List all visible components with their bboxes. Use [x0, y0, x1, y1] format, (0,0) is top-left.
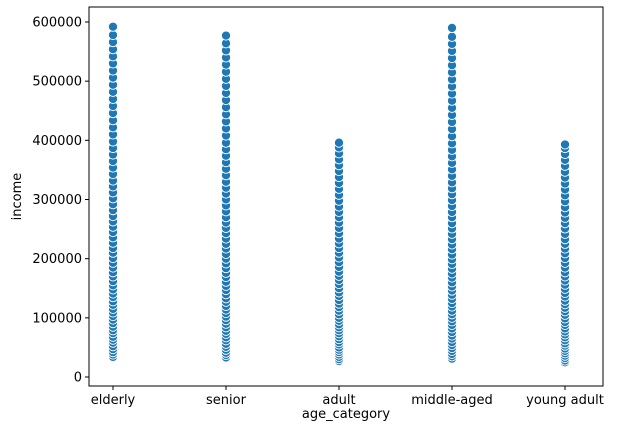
x-axis-label: age_category — [302, 407, 390, 422]
x-tick-label: elderly — [91, 393, 136, 408]
y-tick-label: 100000 — [32, 311, 82, 326]
data-point-middle-aged — [446, 22, 458, 33]
y-tick-label: 600000 — [32, 16, 82, 31]
data-point-senior — [220, 30, 232, 41]
data-point-middle-aged — [446, 31, 458, 42]
y-tick-label: 300000 — [32, 193, 82, 208]
data-point-elderly — [107, 21, 119, 32]
y-axis-ticks: 0 100000 200000 300000 400000 500000 600000 — [32, 16, 89, 386]
y-tick-label: 400000 — [32, 134, 82, 149]
y-tick-label: 200000 — [32, 252, 82, 267]
x-axis-ticks: elderly senior adult middle-aged young adult — [91, 386, 604, 408]
data-point-young-adult — [559, 139, 571, 150]
data-point-elderly — [107, 29, 119, 41]
plot-frame — [88, 6, 604, 387]
y-axis-label: income — [10, 173, 25, 221]
x-tick-label: senior — [206, 393, 247, 408]
x-tick-label: middle-aged — [411, 393, 493, 408]
data-point-adult — [333, 137, 345, 148]
y-tick-label: 0 — [74, 371, 82, 386]
x-tick-label: young adult — [526, 393, 604, 408]
y-tick-label: 500000 — [32, 75, 82, 90]
marks-layer — [107, 21, 571, 368]
x-tick-label: adult — [322, 393, 355, 408]
